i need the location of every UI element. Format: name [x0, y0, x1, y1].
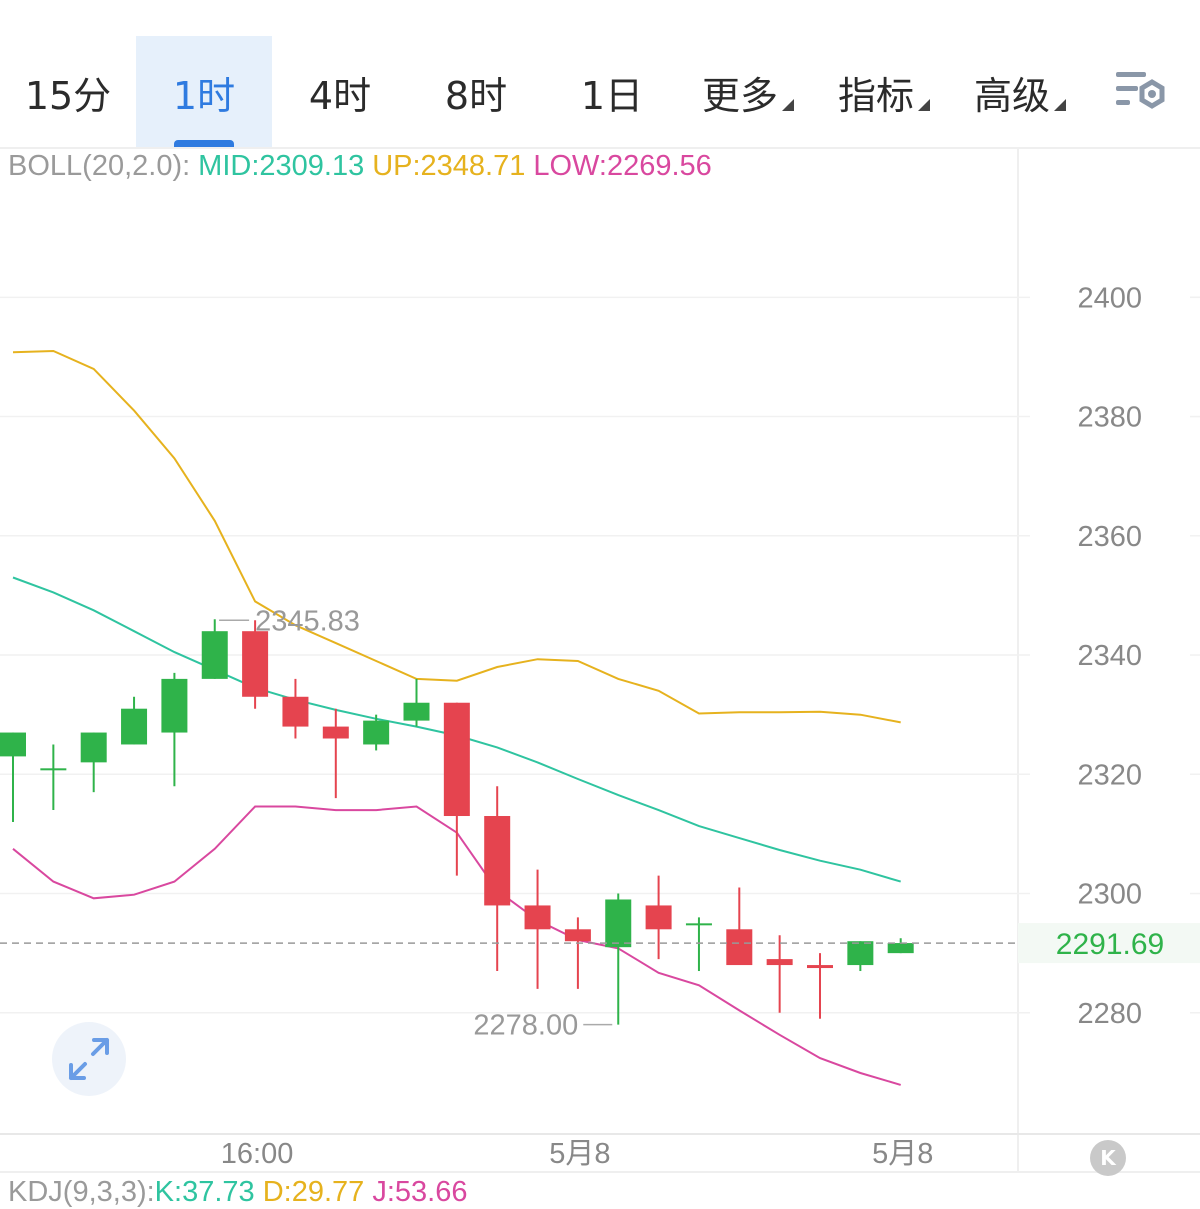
candle-body: [564, 929, 591, 942]
candle-body: [322, 726, 349, 739]
chart-settings-icon[interactable]: [1112, 64, 1172, 124]
expand-button[interactable]: [52, 1022, 126, 1096]
tab-label: 更多: [701, 73, 778, 118]
boll-mid-value: MID:2309.13: [198, 150, 365, 182]
candle-body: [403, 702, 430, 721]
tab-1[interactable]: 1时: [136, 36, 272, 148]
y-tick-label: 2360: [1077, 521, 1142, 553]
candle-body: [726, 929, 753, 966]
tab-3[interactable]: 8时: [408, 36, 544, 148]
kdj-prefix: KDJ(9,3,3):: [8, 1176, 155, 1208]
candle-body: [645, 905, 672, 930]
boll-prefix: BOLL(20,2.0):: [8, 150, 191, 182]
y-tick-label: 2280: [1077, 998, 1142, 1030]
low-annotation-label: 2278.00: [473, 1010, 578, 1042]
candle-body: [847, 941, 874, 966]
candle-body: [242, 631, 269, 697]
boll-up-value: UP:2348.71: [372, 150, 526, 182]
tab-7[interactable]: 高级: [952, 36, 1088, 148]
candle-body: [605, 899, 632, 948]
x-tick-label: 5月8: [549, 1138, 610, 1170]
candle-body: [807, 965, 833, 969]
candle-body: [363, 720, 390, 745]
tab-label: 8时: [444, 73, 508, 118]
candle-body: [443, 702, 470, 817]
y-tick-label: 2380: [1077, 402, 1142, 434]
kdj-k-value: K:37.73: [154, 1176, 255, 1208]
boll-legend: BOLL(20,2.0): MID:2309.13 UP:2348.71 LOW:22…: [8, 150, 720, 183]
tab-label: 4时: [308, 73, 372, 118]
candle-body: [766, 959, 793, 966]
y-tick-label: 2300: [1077, 879, 1142, 911]
candle-body: [887, 943, 914, 954]
candle-body: [0, 732, 26, 757]
tab-label: 15分: [24, 73, 112, 118]
candle-body: [282, 696, 309, 727]
dropdown-triangle-icon: [918, 99, 930, 111]
tab-label: 1日: [580, 73, 644, 118]
candle-body: [161, 678, 188, 733]
high-annotation-label: 2345.83: [255, 605, 360, 637]
candle-body: [201, 631, 228, 679]
y-tick-label: 2340: [1077, 640, 1142, 672]
tab-label: 指标: [837, 73, 914, 118]
tab-0[interactable]: 15分: [0, 36, 136, 148]
candle-body: [484, 816, 511, 906]
k-icon: K: [1100, 1146, 1116, 1170]
x-tick-label: 16:00: [221, 1138, 294, 1170]
candle-body: [685, 923, 712, 926]
candle-body: [524, 905, 551, 930]
tab-5[interactable]: 更多: [680, 36, 816, 148]
candle-body: [40, 768, 67, 771]
last-price-label: 2291.69: [1056, 928, 1164, 961]
y-tick-label: 2400: [1077, 282, 1142, 314]
dropdown-triangle-icon: [1054, 99, 1066, 111]
tab-4[interactable]: 1日: [544, 36, 680, 148]
tab-label: 1时: [172, 73, 236, 118]
tab-2[interactable]: 4时: [272, 36, 408, 148]
x-tick-label: 5月8: [872, 1138, 933, 1170]
dropdown-triangle-icon: [782, 99, 794, 111]
tab-label: 高级: [973, 73, 1050, 118]
kdj-d-value: D:29.77: [262, 1176, 365, 1208]
expand-arrows-icon: [69, 1038, 109, 1080]
boll-low-value: LOW:2269.56: [533, 150, 712, 182]
k-button[interactable]: K: [1090, 1140, 1126, 1176]
boll-up-line: [12, 349, 901, 724]
y-tick-label: 2320: [1077, 759, 1142, 791]
candle-body: [121, 708, 148, 745]
candle-body: [80, 732, 107, 763]
last-price-tag: [1018, 923, 1200, 964]
timeframe-tabs: 15分 1时 4时 8时 1日 更多 指标 高级: [0, 0, 1200, 148]
kdj-j-value: J:53.66: [372, 1176, 468, 1208]
tab-6[interactable]: 指标: [816, 36, 952, 148]
